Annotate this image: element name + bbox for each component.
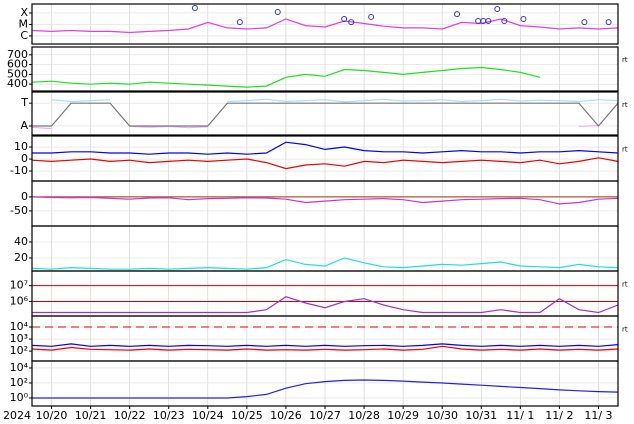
y-tick-label: 40 — [14, 235, 28, 248]
flare-marker — [191, 4, 198, 11]
y-tick-label: T — [20, 96, 28, 109]
flare-marker — [341, 15, 348, 22]
x-tick-label: 10/20 — [36, 409, 68, 422]
y-tick-label: 20 — [14, 251, 28, 264]
y-tick-label: 0 — [21, 190, 28, 203]
y-tick-label: -10 — [10, 164, 28, 177]
flare-marker — [348, 19, 355, 26]
flare-marker — [274, 9, 281, 16]
x-tick-label: 10/25 — [231, 409, 263, 422]
panel-tag: rt — [622, 56, 628, 64]
y-tick-label: 10⁰ — [10, 391, 29, 404]
y-tick-label: 10 — [14, 140, 28, 153]
flare-marker — [501, 17, 508, 24]
y-tick-label: X — [20, 6, 28, 19]
x-tick-label: 11/ 2 — [545, 409, 573, 422]
x-tick-label: 10/27 — [309, 409, 341, 422]
panel-tag: rt — [622, 101, 628, 109]
x-tick-label: 10/30 — [426, 409, 458, 422]
flare-marker — [454, 11, 461, 18]
panel-tag: rt — [622, 281, 628, 289]
x-tick-label: 10/21 — [75, 409, 107, 422]
series-line — [51, 98, 619, 103]
series-line — [31, 157, 619, 170]
panel-tag: rt — [622, 146, 628, 154]
x-tick-label: 10/29 — [387, 409, 419, 422]
y-tick-label: -50 — [10, 204, 28, 217]
x-tick-label: 10/28 — [348, 409, 380, 422]
y-tick-label: 0 — [21, 152, 28, 165]
y-tick-label: 500 — [7, 67, 28, 80]
series-line — [32, 141, 619, 155]
x-tick-label: 10/22 — [114, 409, 146, 422]
flare-marker — [605, 19, 612, 26]
y-tick-label: C — [20, 29, 28, 42]
series-line — [31, 196, 619, 205]
y-tick-label: A — [20, 119, 28, 132]
x-tick-label: 10/24 — [192, 409, 224, 422]
x-tick-label: 10/26 — [270, 409, 302, 422]
y-tick-label: 600 — [7, 58, 28, 71]
series-line — [32, 102, 619, 127]
x-tick-label: 11/ 3 — [584, 409, 612, 422]
y-tick-label: 10² — [10, 344, 28, 357]
x-tick-label: 10/31 — [465, 409, 497, 422]
y-tick-label: M — [19, 17, 29, 30]
x-tick-label: 10/23 — [153, 409, 185, 422]
y-tick-label: 10⁷ — [10, 279, 28, 292]
panel-frame — [31, 360, 619, 407]
series-line — [31, 343, 619, 347]
series-line — [32, 379, 619, 399]
flare-marker — [485, 17, 492, 24]
y-tick-label: 700 — [7, 48, 28, 61]
series-line — [31, 345, 619, 351]
flare-marker — [494, 6, 501, 13]
year-label: 2024 — [3, 409, 31, 422]
y-tick-label: 10⁴ — [10, 320, 29, 333]
y-tick-label: 400 — [7, 77, 28, 90]
flare-marker — [581, 19, 588, 26]
panel-frame — [31, 3, 619, 45]
panel-tag: rt — [622, 326, 628, 334]
y-tick-label: 10² — [10, 376, 28, 389]
series-line — [31, 18, 619, 34]
series-line — [32, 296, 619, 314]
series-line — [31, 66, 541, 88]
panel-frame — [31, 91, 619, 136]
flare-marker — [520, 15, 527, 22]
y-tick-label: 10⁴ — [10, 361, 29, 374]
y-tick-label: 10³ — [10, 332, 28, 345]
flare-marker — [236, 19, 243, 26]
panel-frame — [31, 46, 619, 92]
flare-marker — [368, 13, 375, 20]
series-line — [31, 257, 619, 270]
y-tick-label: 10⁶ — [10, 294, 29, 307]
x-tick-label: 11/ 1 — [506, 409, 534, 422]
